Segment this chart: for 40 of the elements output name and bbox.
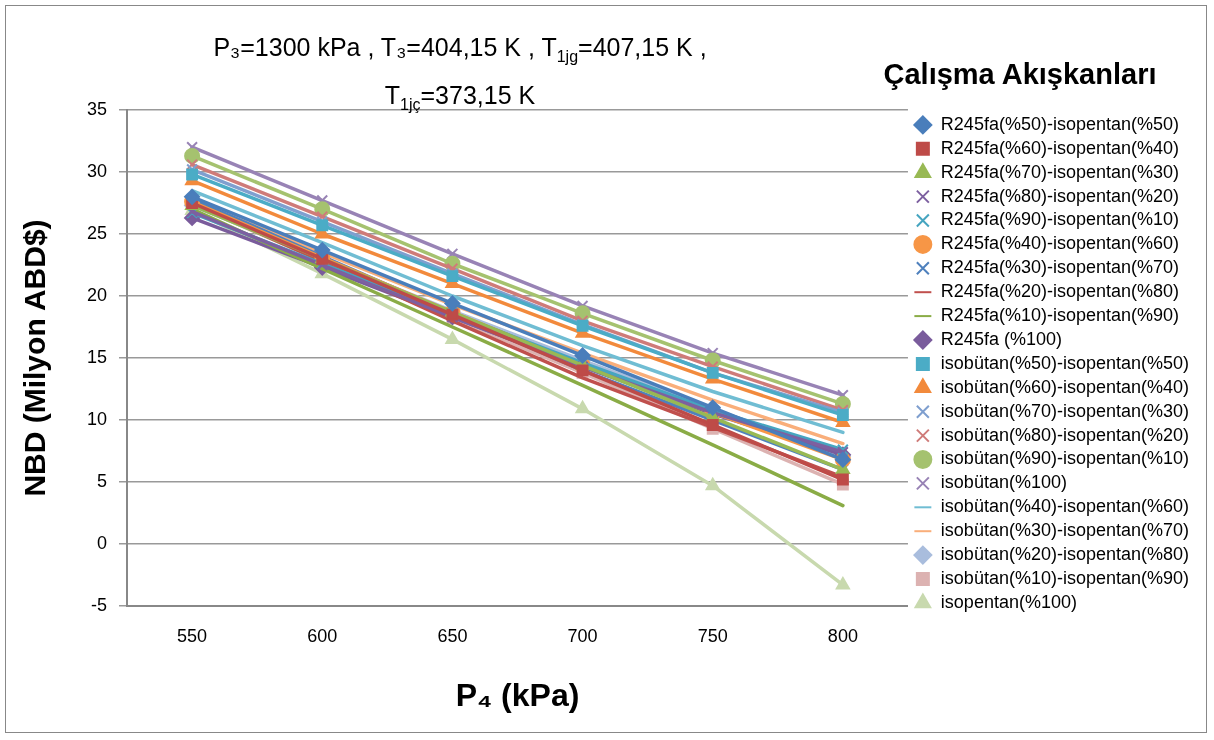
y-tick-label: 30 (86, 160, 108, 181)
x-tick-label: 600 (307, 625, 338, 646)
legend-label: R245fa(%10)-isopentan(%90) (940, 305, 1179, 326)
y-axis-title: NBD (Milyon ABD$) (18, 219, 52, 497)
legend-label: isobütan(%100) (940, 472, 1067, 493)
x-tick-label: 550 (177, 625, 208, 646)
y-tick-label: 10 (86, 408, 108, 429)
x-tick-label: 750 (697, 625, 728, 646)
legend-label: R245fa(%70)-isopentan(%30) (940, 161, 1179, 182)
legend-label: isobütan(%90)-isopentan(%10) (940, 448, 1190, 469)
y-tick-label: 5 (97, 470, 108, 491)
legend-label: R245fa(%30)-isopentan(%70) (940, 257, 1179, 278)
legend-label: isobütan(%40)-isopentan(%60) (940, 496, 1190, 517)
x-axis-title: P₄ (kPa) (455, 676, 580, 713)
legend-label: isobütan(%70)-isopentan(%30) (940, 400, 1190, 421)
chart-title: P₃=1300 kPa , T₃=404,15 K , T$_{1jg}$=407,15 K , T$_{1jç}$=373,15 K (213, 33, 707, 113)
y-tick-label: 0 (97, 532, 108, 553)
y-tick-label: 15 (86, 346, 108, 367)
x-tick-label: 800 (827, 625, 858, 646)
y-tick-label: 20 (86, 284, 108, 305)
y-tick-label: -5 (91, 594, 108, 615)
legend-label: R245fa(%90)-isopentan(%10) (940, 209, 1179, 230)
legend-label: R245fa (%100) (940, 328, 1062, 349)
x-tick-label: 700 (567, 625, 598, 646)
legend-label: isopentan(%100) (940, 591, 1077, 612)
legend-label: isobütan(%80)-isopentan(%20) (940, 424, 1190, 445)
legend-label: isobütan(%10)-isopentan(%90) (940, 567, 1190, 588)
legend-label: isobütan(%20)-isopentan(%80) (940, 544, 1190, 565)
legend-label: isobütan(%60)-isopentan(%40) (940, 376, 1190, 397)
y-tick-label: 35 (86, 98, 108, 119)
legend-label: isobütan(%30)-isopentan(%70) (940, 520, 1190, 541)
legend-label: R245fa(%60)-isopentan(%40) (940, 137, 1179, 158)
y-tick-label: 25 (86, 222, 108, 243)
legend-label: R245fa(%20)-isopentan(%80) (940, 281, 1179, 302)
legend-label: R245fa(%50)-isopentan(%50) (940, 113, 1179, 134)
legend-label: isobütan(%50)-isopentan(%50) (940, 352, 1190, 373)
x-tick-label: 650 (437, 625, 468, 646)
legend-label: R245fa(%80)-isopentan(%20) (940, 185, 1179, 206)
legend-label: R245fa(%40)-isopentan(%60) (940, 233, 1179, 254)
legend-title: Çalışma Akışkanları (882, 58, 1158, 91)
